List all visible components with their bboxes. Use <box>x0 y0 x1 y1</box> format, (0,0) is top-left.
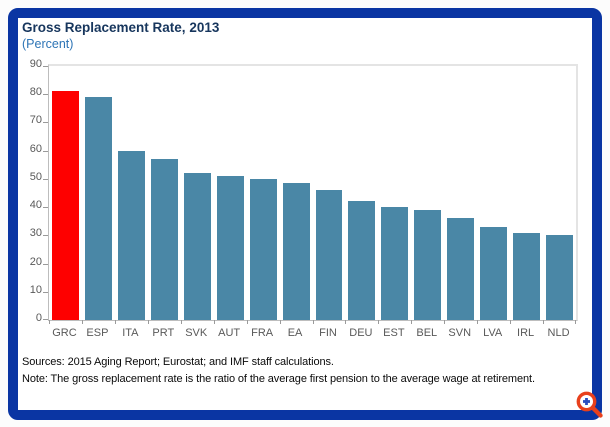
bar-DEU <box>348 201 376 320</box>
bar-LVA <box>480 226 508 320</box>
x-axis-tick <box>81 320 83 324</box>
y-axis-tick <box>43 291 48 293</box>
note-text: Note: The gross replacement rate is the … <box>22 373 535 385</box>
x-axis-labels: GRC ESP ITA PRT SVK AUT FRA EA FIN DEU EST BEL SVN LV… <box>48 327 575 343</box>
sources-text: Sources: 2015 Aging Report; Eurostat; an… <box>22 356 334 368</box>
y-label-20: 20 <box>29 255 42 268</box>
bar-chart: 90 80 70 60 50 40 30 20 10 0 GRC ESP ITA PRT SVK AUT FR… <box>18 18 592 410</box>
bar-EA <box>282 183 310 320</box>
x-axis-tick <box>345 320 347 324</box>
bar-BEL <box>414 209 442 320</box>
y-axis-tick <box>43 235 48 237</box>
x-axis-tick <box>510 320 512 324</box>
x-axis-tick <box>543 320 545 324</box>
x-label-IRL: IRL <box>517 327 535 339</box>
y-axis-tick <box>43 66 48 67</box>
x-label-ITA: ITA <box>122 327 139 339</box>
bar-PRT <box>150 159 178 320</box>
x-label-FIN: FIN <box>319 327 337 339</box>
x-label-SVK: SVK <box>185 327 208 339</box>
x-label-PRT: PRT <box>152 327 175 339</box>
x-label-AUT: AUT <box>218 327 241 339</box>
y-label-40: 40 <box>29 199 42 212</box>
y-axis-tick <box>43 94 48 96</box>
x-label-LVA: LVA <box>483 327 503 339</box>
y-axis-tick <box>43 122 48 124</box>
y-label-30: 30 <box>29 227 42 240</box>
y-label-60: 60 <box>29 142 42 155</box>
x-axis-tick <box>246 320 248 324</box>
y-label-90: 90 <box>29 58 42 70</box>
x-axis-tick <box>312 320 314 324</box>
plot-area <box>43 64 578 324</box>
x-axis-tick <box>444 320 446 324</box>
bar-FIN <box>315 190 343 320</box>
chart-title: Gross Replacement Rate, 2013 <box>22 20 220 35</box>
x-label-GRC: GRC <box>52 327 77 339</box>
x-label-SVN: SVN <box>448 327 472 339</box>
x-axis-tick <box>411 320 413 324</box>
y-axis-tick <box>43 207 48 209</box>
x-axis-tick <box>477 320 479 324</box>
bar-IRL <box>513 232 541 320</box>
y-axis: 90 80 70 60 50 40 30 20 10 0 <box>18 58 44 324</box>
figure-border-frame: Gross Replacement Rate, 2013 (Percent) 9… <box>8 8 602 420</box>
chart-subtitle: (Percent) <box>22 37 74 51</box>
bar-GRC <box>52 91 79 320</box>
x-axis-tick <box>180 320 182 324</box>
x-axis-tick <box>49 320 50 324</box>
x-label-NLD: NLD <box>547 327 570 339</box>
zoom-in-magnifier-icon[interactable] <box>574 389 605 420</box>
y-axis-tick <box>43 178 48 180</box>
x-axis-tick <box>378 320 380 324</box>
x-axis-tick <box>279 320 281 324</box>
x-axis-tick <box>575 320 576 324</box>
x-axis-tick <box>147 320 149 324</box>
bar-ESP <box>84 97 112 320</box>
x-label-ESP: ESP <box>86 327 109 339</box>
bar-ITA <box>117 150 145 320</box>
y-axis-tick <box>43 263 48 265</box>
bar-EST <box>381 207 409 320</box>
y-label-0: 0 <box>35 312 42 324</box>
bar-FRA <box>249 178 277 320</box>
x-label-BEL: BEL <box>416 327 438 339</box>
x-axis-tick <box>114 320 116 324</box>
x-label-EST: EST <box>383 327 405 339</box>
y-axis-tick <box>43 319 48 320</box>
x-label-EA: EA <box>287 327 303 339</box>
bar-SVK <box>183 173 211 320</box>
y-label-10: 10 <box>29 283 42 296</box>
bar-AUT <box>216 176 244 320</box>
x-label-FRA: FRA <box>251 327 274 339</box>
bar-NLD <box>546 235 573 320</box>
y-axis-tick <box>43 150 48 152</box>
x-label-DEU: DEU <box>349 327 373 339</box>
y-label-50: 50 <box>29 170 42 183</box>
y-label-70: 70 <box>29 114 42 127</box>
x-axis-tick <box>213 320 215 324</box>
y-label-80: 80 <box>29 86 42 99</box>
bar-SVN <box>447 218 475 320</box>
